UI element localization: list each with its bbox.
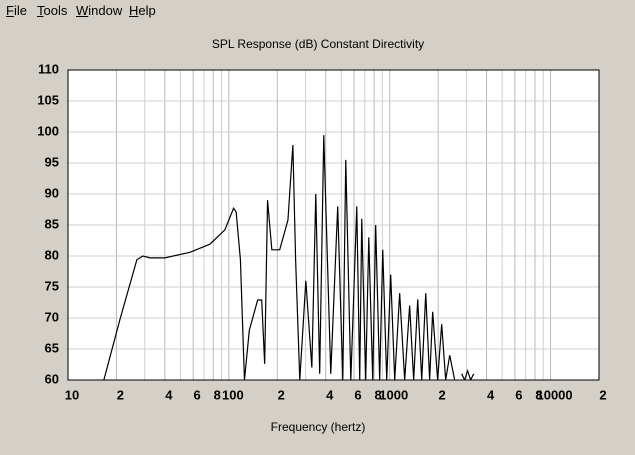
x-tick-label: 8 bbox=[535, 387, 542, 402]
y-tick-label: 60 bbox=[45, 371, 59, 386]
y-tick-label: 90 bbox=[45, 185, 59, 200]
y-tick-label: 65 bbox=[45, 340, 59, 355]
x-tick-label: 8 bbox=[375, 387, 382, 402]
x-tick-label: 2 bbox=[599, 387, 606, 402]
x-tick-label: 10000 bbox=[536, 387, 572, 402]
menu-item[interactable]: File bbox=[6, 3, 27, 18]
menu-bar: File Tools Window Help bbox=[0, 0, 635, 20]
y-tick-label: 95 bbox=[45, 154, 59, 169]
chart-title: SPL Response (dB) Constant Directivity bbox=[212, 37, 424, 51]
y-tick-label: 75 bbox=[45, 278, 59, 293]
x-tick-label: 2 bbox=[278, 387, 285, 402]
y-tick-label: 100 bbox=[37, 123, 59, 138]
y-tick-label: 80 bbox=[45, 247, 59, 262]
x-tick-label: 4 bbox=[165, 387, 173, 402]
y-tick-label: 105 bbox=[37, 92, 59, 107]
menu-item[interactable]: Window bbox=[76, 3, 123, 18]
x-tick-label: 4 bbox=[487, 387, 495, 402]
x-axis-label: Frequency (hertz) bbox=[271, 420, 366, 434]
x-tick-label: 6 bbox=[354, 387, 361, 402]
menu-item[interactable]: Tools bbox=[37, 3, 68, 18]
y-tick-label: 70 bbox=[45, 309, 59, 324]
x-tick-label: 10 bbox=[65, 387, 79, 402]
x-tick-label: 1000 bbox=[379, 387, 408, 402]
x-tick-label: 6 bbox=[515, 387, 522, 402]
x-tick-label: 4 bbox=[326, 387, 334, 402]
plot-border bbox=[67, 69, 600, 381]
x-tick-label: 2 bbox=[439, 387, 446, 402]
data-line bbox=[103, 135, 475, 380]
y-tick-label: 110 bbox=[38, 61, 59, 76]
menu-item[interactable]: Help bbox=[129, 3, 156, 18]
x-tick-label: 8 bbox=[214, 387, 221, 402]
y-tick-label: 85 bbox=[45, 216, 59, 231]
x-tick-label: 100 bbox=[222, 387, 244, 402]
x-tick-label: 2 bbox=[117, 387, 124, 402]
x-tick-label: 6 bbox=[194, 387, 201, 402]
